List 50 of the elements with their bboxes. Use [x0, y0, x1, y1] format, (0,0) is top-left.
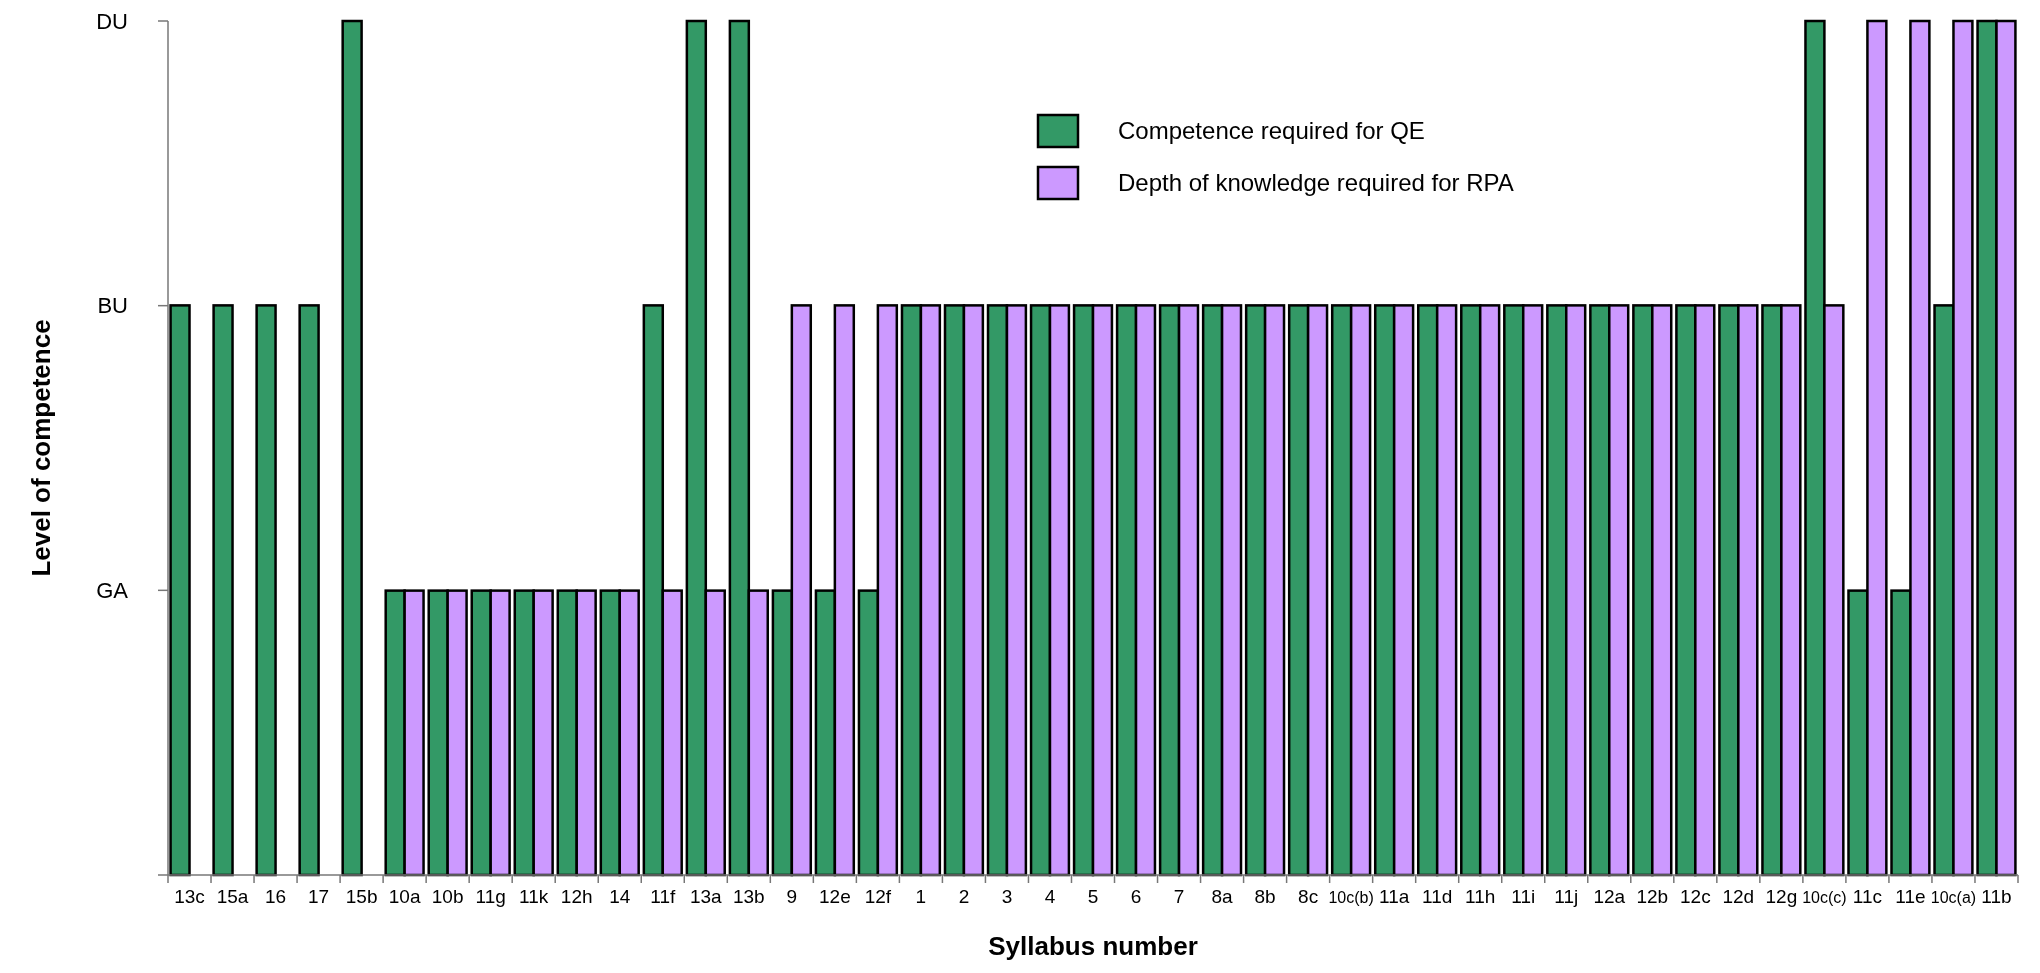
- x-tick-label: 17: [308, 886, 330, 907]
- x-tick-label: 15b: [345, 886, 378, 907]
- x-tick-label: 12b: [1636, 886, 1669, 907]
- x-tick-label: 11k: [519, 886, 549, 907]
- x-tick-label: 12d: [1722, 886, 1755, 907]
- x-tick-label: 13c: [174, 886, 205, 907]
- text: DU: [96, 8, 128, 34]
- x-tick-label: 10c(b): [1328, 889, 1374, 906]
- x-tick-label: 7: [1173, 886, 1185, 907]
- x-tick-label: 10c(a): [1930, 889, 1977, 906]
- x-tick-label: 8b: [1254, 886, 1276, 907]
- x-tick-label: 4: [1044, 886, 1056, 907]
- x-axis-title: Syllabus number: [988, 931, 1198, 961]
- x-tick-label: 11h: [1465, 886, 1496, 907]
- legend-label: Depth of knowledge required for RPA: [1118, 169, 1514, 197]
- x-tick-label: 12e: [819, 886, 851, 907]
- x-tick-label: 1: [915, 886, 927, 907]
- x-tick-label: 13a: [689, 886, 723, 907]
- x-tick-label: 11a: [1379, 886, 1410, 907]
- x-tick-label: 8c: [1298, 886, 1319, 907]
- x-tick-label: 11i: [1511, 886, 1536, 907]
- x-tick-label: 12f: [864, 886, 892, 907]
- x-tick-label: 11j: [1554, 886, 1579, 907]
- x-tick-label: 8a: [1211, 886, 1234, 907]
- x-tick-label: 10c(c): [1802, 889, 1847, 906]
- x-tick-label: 13b: [732, 886, 765, 907]
- text: GA: [96, 578, 129, 604]
- x-tick-label: 11f: [650, 886, 676, 907]
- legend-label: Competence required for QE: [1118, 117, 1425, 145]
- x-tick-label: 6: [1130, 886, 1142, 907]
- x-tick-label: 11c: [1852, 886, 1883, 907]
- x-tick-label: 9: [786, 886, 798, 907]
- x-tick-label: 11g: [475, 886, 506, 907]
- x-tick-label: 12g: [1765, 886, 1798, 907]
- y-axis-title: Level of competence: [26, 319, 56, 577]
- x-tick-label: 16: [264, 886, 287, 907]
- x-tick-label: 14: [609, 886, 631, 907]
- x-tick-label: 10a: [388, 886, 421, 907]
- x-tick-label: 12h: [560, 886, 593, 907]
- x-tick-label: 10b: [431, 886, 464, 907]
- text: BU: [97, 293, 128, 319]
- x-tick-label: 5: [1087, 886, 1099, 907]
- x-tick-label: 3: [1001, 886, 1013, 907]
- x-tick-label: 12a: [1593, 886, 1626, 907]
- x-tick-label: 2: [958, 886, 970, 907]
- x-tick-label: 11e: [1895, 886, 1926, 907]
- x-tick-label: 11d: [1422, 886, 1453, 907]
- x-tick-label: 12c: [1680, 886, 1711, 907]
- x-tick-label: 15a: [216, 886, 249, 907]
- x-tick-label: 11b: [1981, 886, 2012, 907]
